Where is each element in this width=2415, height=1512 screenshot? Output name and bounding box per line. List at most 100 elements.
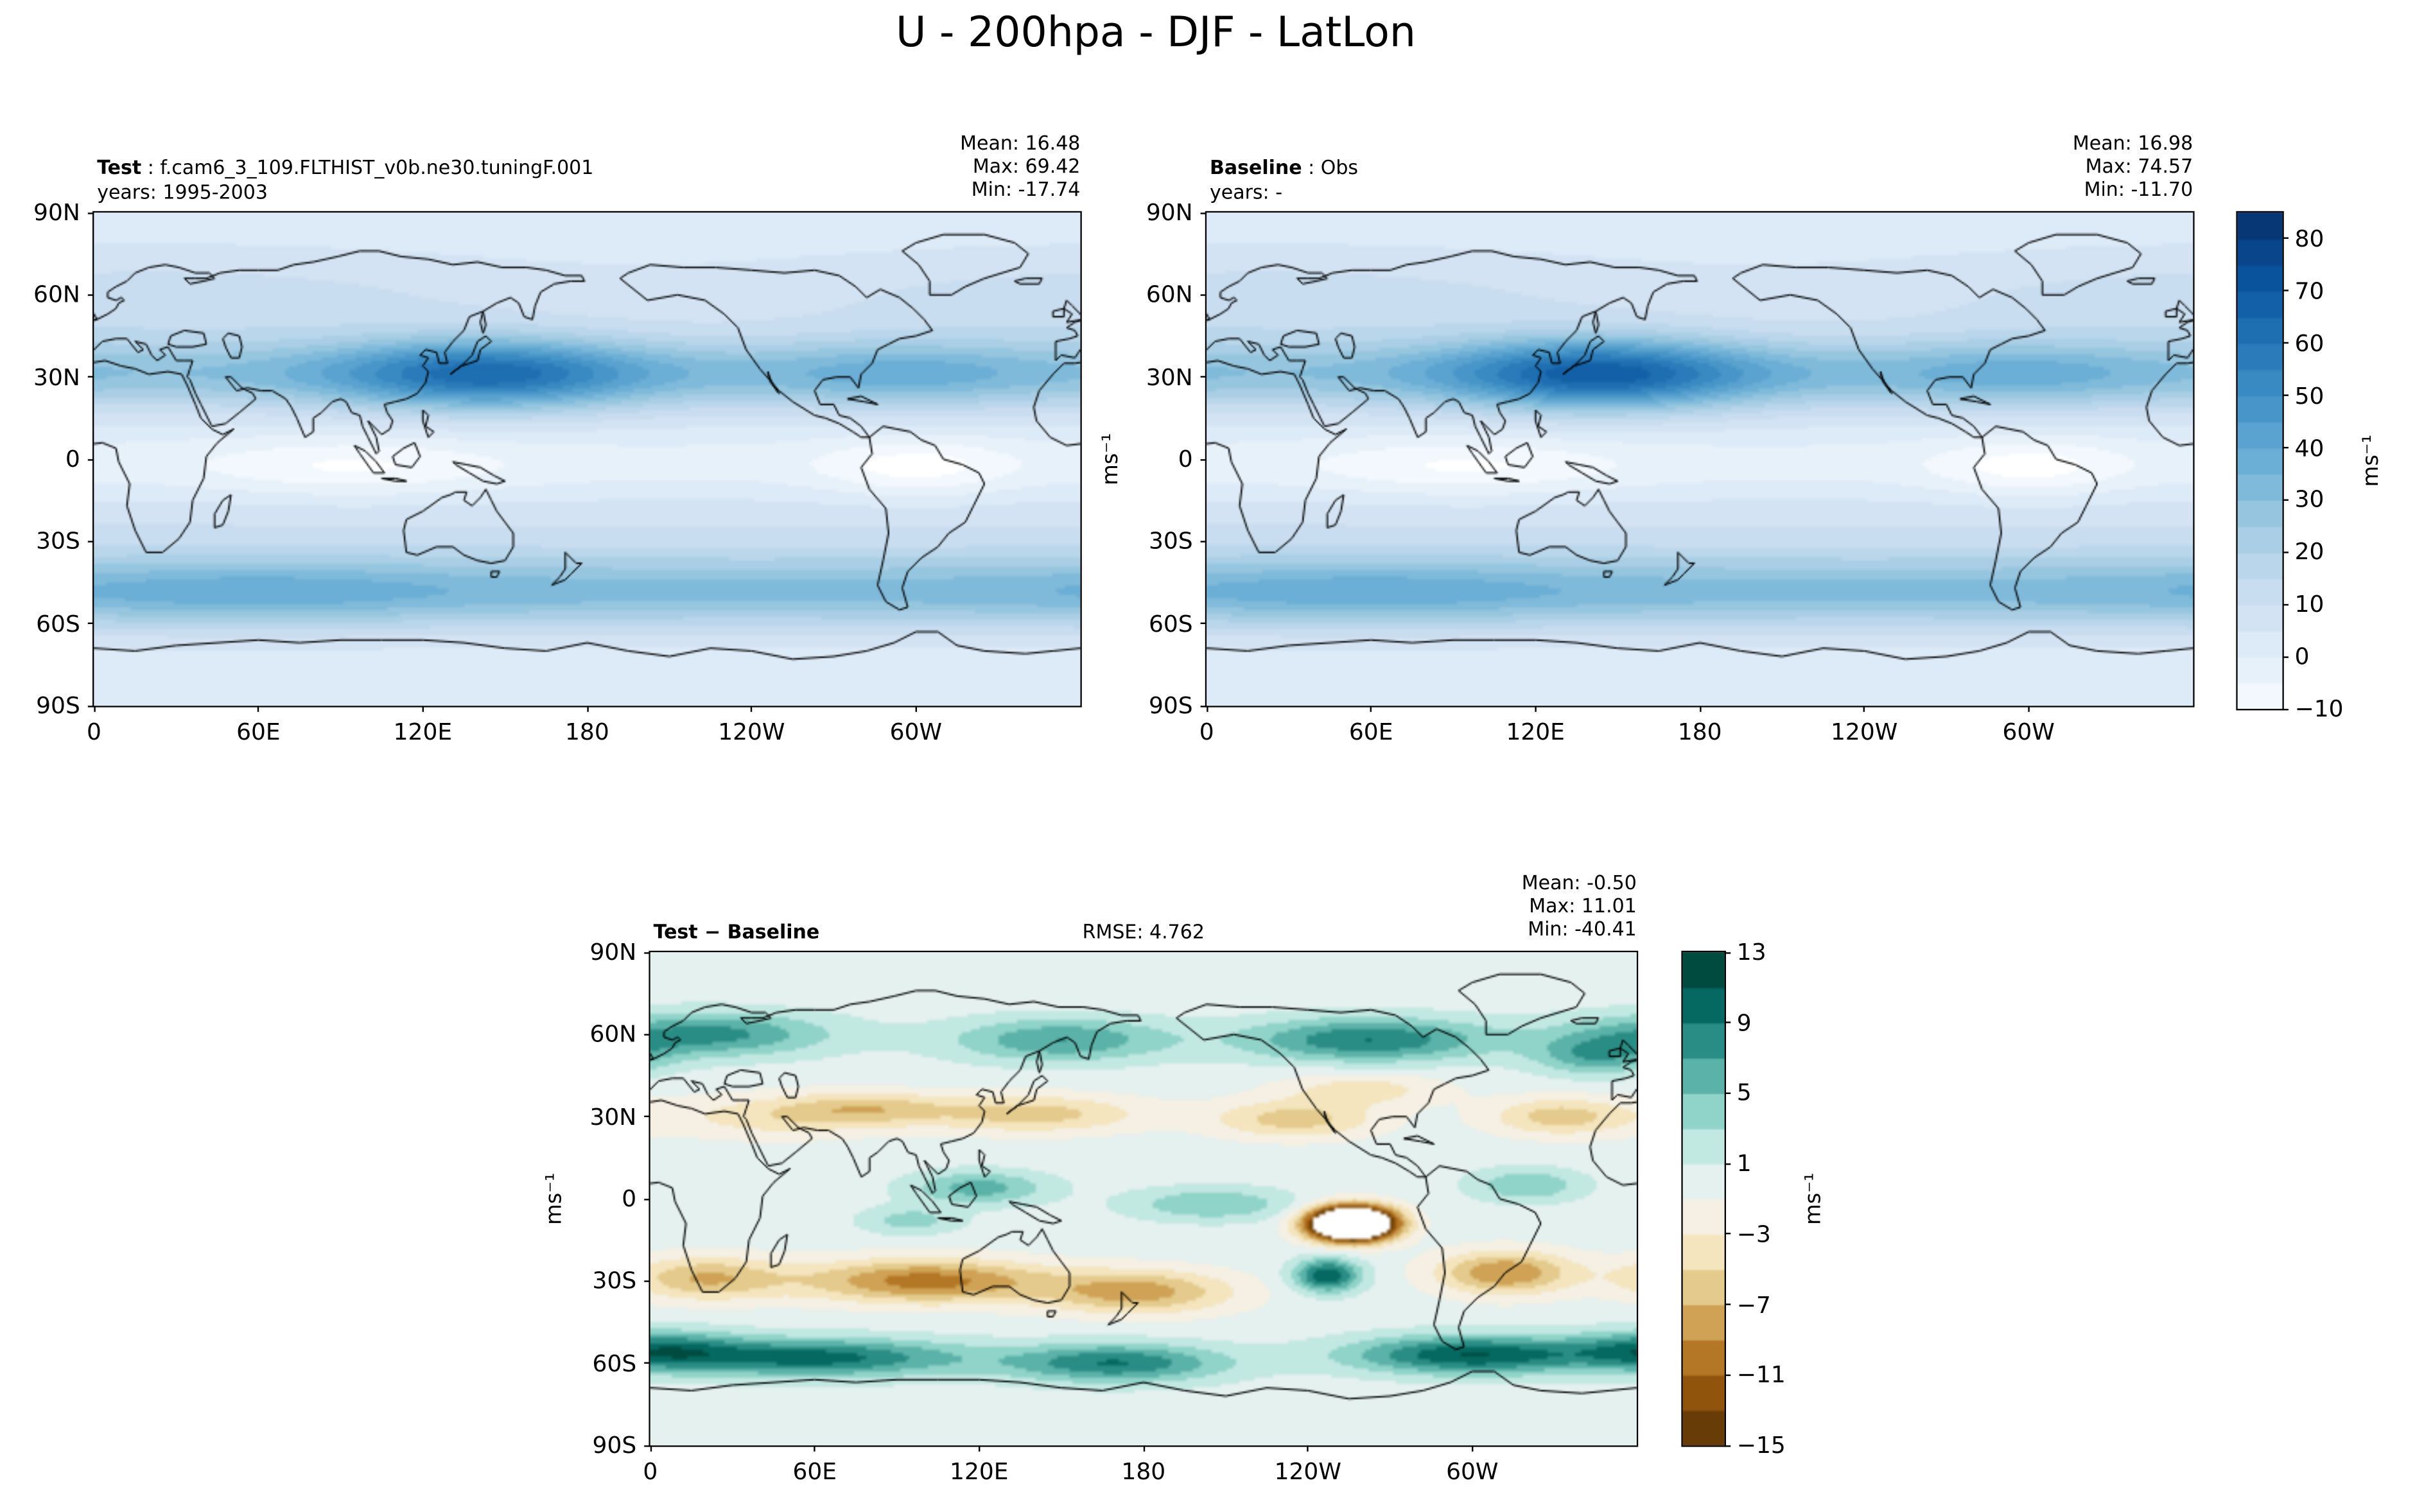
lon-tick-label: 0 xyxy=(86,718,101,746)
colorbar-tick-mark xyxy=(1724,952,1731,953)
lon-tick-mark xyxy=(1863,706,1865,712)
colorbar-tick-mark xyxy=(2282,551,2289,553)
lat-tick-mark xyxy=(644,1445,650,1447)
colorbar-tick-mark xyxy=(2282,604,2289,605)
lat-tick-label: 60N xyxy=(33,281,80,309)
baseline-map-canvas xyxy=(1207,213,2193,706)
colorbar-tick-label: 9 xyxy=(1736,1009,1752,1037)
lat-tick-label: 60N xyxy=(589,1020,637,1048)
baseline-stats: Mean: 16.98 Max: 74.57 Min: -11.70 xyxy=(2073,131,2193,200)
colorbar-tick-label: 0 xyxy=(2294,643,2310,671)
test-min: Min: -17.74 xyxy=(971,177,1081,200)
test-map-panel: Test : f.cam6_3_109.FLTHIST_v0b.ne30.tun… xyxy=(33,131,1082,746)
lon-tick-label: 60W xyxy=(1446,1457,1499,1486)
colorbar-tick-mark xyxy=(1724,1092,1731,1094)
lon-tick-mark xyxy=(1142,1445,1145,1452)
colorbar-tick-label: −11 xyxy=(1736,1360,1786,1389)
main-colorbar: ms⁻¹ 80 70 60 50 40 30 20 10 0 −10 xyxy=(2236,211,2384,723)
lat-tick-label: 30S xyxy=(36,527,80,555)
test-map-canvas xyxy=(94,213,1081,706)
test-stats: Mean: 16.48 Max: 69.42 Min: -17.74 xyxy=(960,131,1080,200)
lat-tick-label: 60S xyxy=(36,609,80,638)
lat-tick-label: 90N xyxy=(33,198,80,227)
diff-min: Min: -40.41 xyxy=(1528,917,1637,940)
lat-tick-label: 0 xyxy=(65,445,80,473)
test-years: years: 1995-2003 xyxy=(97,180,268,204)
diff-max: Max: 11.01 xyxy=(1529,894,1637,917)
lon-tick-label: 120E xyxy=(393,718,453,746)
lat-tick-mark xyxy=(1200,212,1207,214)
lon-tick-mark xyxy=(814,1445,815,1452)
baseline-min: Min: -11.70 xyxy=(2084,177,2193,200)
lat-tick-label: 30N xyxy=(1146,363,1193,391)
lat-tick-label: 0 xyxy=(622,1185,637,1213)
lat-tick-mark xyxy=(644,1362,650,1364)
colorbar-tick-mark xyxy=(1724,1233,1731,1235)
lat-tick-label: 30S xyxy=(592,1267,637,1295)
lon-tick-mark xyxy=(915,706,917,712)
lon-tick-label: 120E xyxy=(1506,718,1565,746)
lon-tick-mark xyxy=(93,706,95,712)
colorbar-tick-label: 30 xyxy=(2294,485,2324,514)
colorbar-tick-mark xyxy=(2282,290,2289,292)
colorbar-tick-mark xyxy=(1724,1445,1731,1447)
colorbar-tick-label: 20 xyxy=(2294,538,2324,566)
lon-tick-mark xyxy=(1534,706,1537,712)
colorbar-tick-mark xyxy=(1724,1374,1731,1376)
colorbar-tick-mark xyxy=(1724,1303,1731,1305)
baseline-max: Max: 74.57 xyxy=(2085,154,2193,177)
diff-mean: Mean: -0.50 xyxy=(1521,871,1637,894)
lat-tick-label: 90N xyxy=(589,938,637,966)
baseline-panel-header: Baseline : Obs xyxy=(1210,155,1358,178)
lat-tick-mark xyxy=(644,1280,650,1282)
test-panel-label: Test xyxy=(97,155,142,179)
lat-tick-mark xyxy=(87,212,94,214)
diff-y-axis-unit: ms⁻¹ xyxy=(542,1172,568,1225)
colorbar-tick-label: 80 xyxy=(2294,225,2324,253)
lon-tick-mark xyxy=(1370,706,1372,712)
colorbar-tick-label: 40 xyxy=(2294,433,2324,462)
lat-tick-mark xyxy=(87,458,94,460)
baseline-y-axis-unit: ms⁻¹ xyxy=(1099,433,1124,485)
baseline-case-name: : Obs xyxy=(1302,155,1359,179)
lat-tick-label: 30S xyxy=(1148,527,1193,555)
diff-colorbar-unit: ms⁻¹ xyxy=(1801,1172,1826,1225)
colorbar-tick-mark xyxy=(2282,238,2289,240)
lon-tick-mark xyxy=(1307,1445,1309,1452)
diff-map-panel: Test − Baseline RMSE: 4.762 Mean: -0.50 … xyxy=(543,871,1639,1486)
lat-tick-label: 90S xyxy=(36,691,80,720)
lat-tick-label: 30N xyxy=(589,1102,637,1131)
lat-tick-mark xyxy=(87,622,94,625)
colorbar-tick-mark xyxy=(2282,499,2289,501)
lon-tick-label: 60E xyxy=(792,1457,837,1486)
lon-tick-mark xyxy=(1471,1445,1473,1452)
colorbar-tick-label: 50 xyxy=(2294,381,2324,410)
lat-tick-mark xyxy=(1200,622,1207,625)
diff-colorbar-canvas xyxy=(1682,952,1725,1446)
lon-tick-label: 120E xyxy=(950,1457,1009,1486)
lat-tick-mark xyxy=(1200,705,1207,707)
lat-tick-label: 90S xyxy=(1148,691,1193,720)
lon-tick-mark xyxy=(978,1445,980,1452)
baseline-mean: Mean: 16.98 xyxy=(2072,131,2193,155)
lon-tick-label: 0 xyxy=(643,1457,658,1486)
colorbar-tick-mark xyxy=(1724,1163,1731,1165)
diff-colorbar: ms⁻¹ 13 9 5 1 −3 −7 −11 −15 xyxy=(1681,939,1826,1459)
colorbar-tick-mark xyxy=(2282,342,2289,344)
lon-tick-label: 0 xyxy=(1199,718,1214,746)
lat-tick-mark xyxy=(87,540,94,543)
colorbar-tick-label: 13 xyxy=(1736,938,1766,966)
diff-map-canvas xyxy=(650,952,1637,1446)
figure-title: U - 200hpa - DJF - LatLon xyxy=(896,9,1416,57)
colorbar-tick-label: 1 xyxy=(1736,1149,1752,1177)
lon-tick-mark xyxy=(2027,706,2030,712)
lat-tick-label: 30N xyxy=(33,363,80,391)
colorbar-tick-mark xyxy=(2282,447,2289,449)
main-colorbar-canvas xyxy=(2237,213,2283,709)
lon-tick-mark xyxy=(1206,706,1208,712)
colorbar-tick-mark xyxy=(1724,1021,1731,1024)
lat-tick-mark xyxy=(1200,376,1207,378)
lat-tick-mark xyxy=(644,1033,650,1036)
lon-tick-mark xyxy=(586,706,588,712)
lat-tick-label: 60N xyxy=(1146,281,1193,309)
